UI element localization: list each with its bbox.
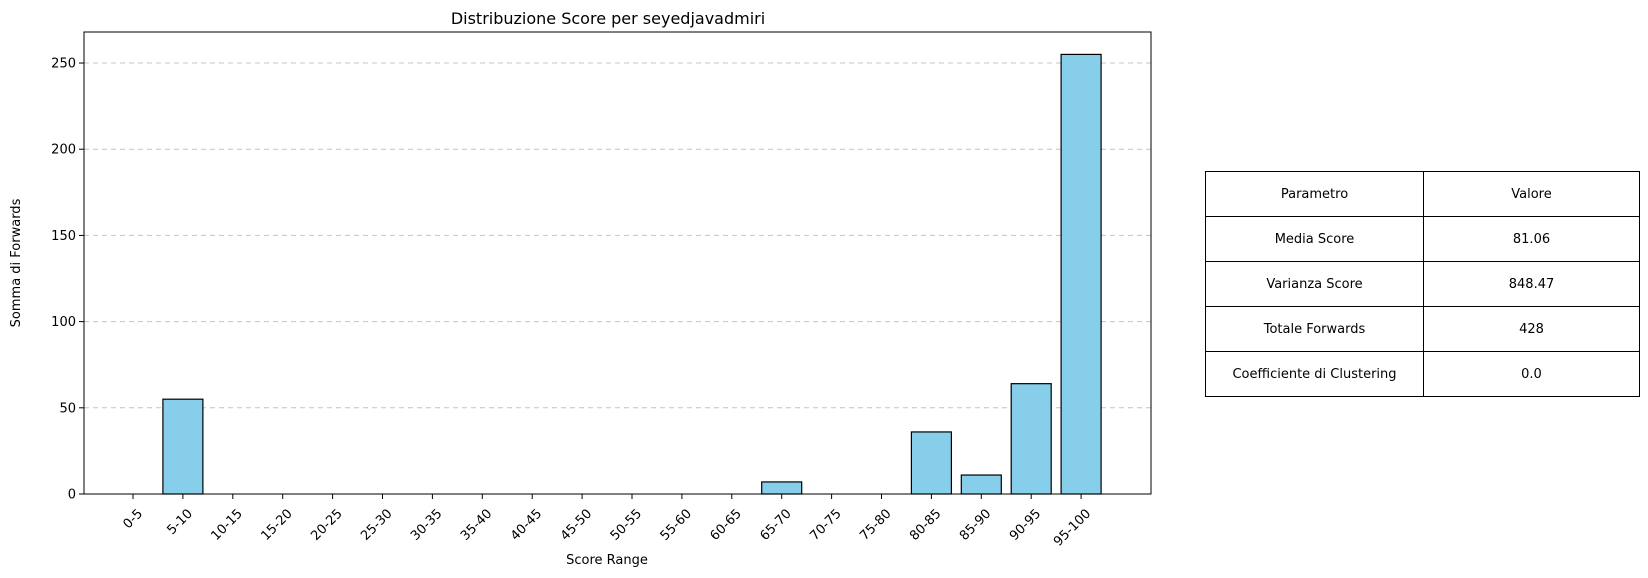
y-axis-ticks: 0 50 100 150 200 250 bbox=[51, 57, 84, 503]
x-tick-label: 35-40 bbox=[458, 506, 495, 543]
x-axis-label: Score Range bbox=[566, 553, 648, 568]
table-cell-parameter: Totale Forwards bbox=[1205, 306, 1424, 352]
stats-table: Parametro Valore Media Score 81.06 Varia… bbox=[1205, 171, 1640, 397]
x-tick-label: 5-10 bbox=[164, 506, 195, 537]
x-tick-label: 80-85 bbox=[907, 506, 944, 543]
x-tick-label: 75-80 bbox=[857, 506, 894, 543]
table-cell-parameter: Coefficiente di Clustering bbox=[1205, 351, 1424, 397]
x-tick-label: 50-55 bbox=[608, 506, 645, 543]
x-tick-label: 25-30 bbox=[358, 506, 395, 543]
x-tick-label: 0-5 bbox=[120, 506, 146, 532]
bar bbox=[1060, 53, 1102, 495]
table-cell-parameter: Varianza Score bbox=[1205, 261, 1424, 307]
table-row: Media Score 81.06 bbox=[1205, 216, 1640, 262]
y-tick-label: 100 bbox=[51, 315, 76, 330]
x-tick-label: 85-90 bbox=[957, 506, 994, 543]
x-tick-label: 30-35 bbox=[408, 506, 445, 543]
table-cell-value: 428 bbox=[1423, 306, 1640, 352]
table-cell-parameter: Media Score bbox=[1205, 216, 1424, 262]
table-cell-value: 0.0 bbox=[1423, 351, 1640, 397]
chart-title: Distribuzione Score per seyedjavadmiri bbox=[451, 9, 765, 28]
x-tick-label: 55-60 bbox=[658, 506, 695, 543]
bar bbox=[162, 398, 204, 495]
x-tick-label: 65-70 bbox=[757, 506, 794, 543]
y-tick-label: 200 bbox=[51, 143, 76, 158]
y-tick-label: 250 bbox=[51, 57, 76, 72]
y-tick-label: 0 bbox=[68, 488, 76, 503]
table-row: Coefficiente di Clustering 0.0 bbox=[1205, 351, 1640, 397]
x-tick-label: 95-100 bbox=[1051, 506, 1094, 549]
x-tick-label: 45-50 bbox=[558, 506, 595, 543]
x-tick-label: 90-95 bbox=[1007, 506, 1044, 543]
y-tick-label: 150 bbox=[51, 229, 76, 244]
x-tick-label: 60-65 bbox=[708, 506, 745, 543]
table-row: Totale Forwards 428 bbox=[1205, 306, 1640, 352]
table-cell-value: 81.06 bbox=[1423, 216, 1640, 262]
bar bbox=[960, 474, 1002, 495]
x-tick-label: 40-45 bbox=[508, 506, 545, 543]
bar bbox=[1010, 383, 1052, 495]
bars bbox=[162, 53, 1102, 495]
x-tick-label: 10-15 bbox=[209, 506, 246, 543]
table-header-parametro: Parametro bbox=[1205, 171, 1424, 217]
bar bbox=[910, 431, 953, 495]
plot-frame bbox=[83, 31, 1152, 495]
table-cell-value: 848.47 bbox=[1423, 261, 1640, 307]
bar-chart: Distribuzione Score per seyedjavadmiri 0… bbox=[9, 9, 1152, 568]
x-tick-label: 70-75 bbox=[807, 506, 844, 543]
table-header-row: Parametro Valore bbox=[1205, 171, 1640, 217]
table-row: Varianza Score 848.47 bbox=[1205, 261, 1640, 307]
y-axis-label: Somma di Forwards bbox=[9, 198, 24, 327]
x-axis-ticks: 0-5 5-10 10-15 15-20 20-25 25-30 30-35 35-40 40-… bbox=[120, 494, 1094, 550]
x-tick-label: 20-25 bbox=[308, 506, 345, 543]
y-tick-label: 50 bbox=[59, 401, 76, 416]
grid-lines bbox=[84, 62, 1151, 409]
table-header-valore: Valore bbox=[1423, 171, 1640, 217]
x-tick-label: 15-20 bbox=[258, 506, 295, 543]
bar bbox=[761, 481, 803, 495]
